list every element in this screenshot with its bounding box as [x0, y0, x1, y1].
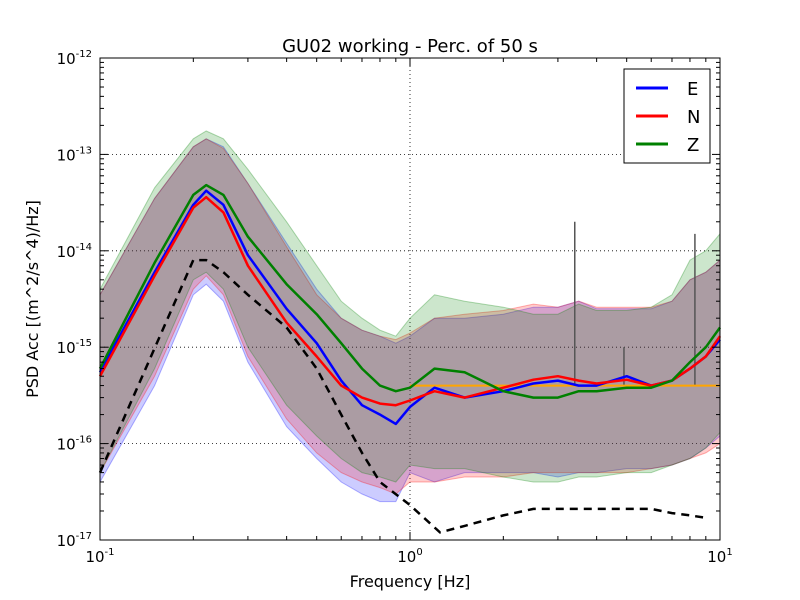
legend-label-n: N — [687, 107, 700, 128]
y-tick-label: 10-12 — [57, 49, 92, 68]
y-tick-label: 10-16 — [57, 435, 92, 454]
tick-marks — [99, 57, 721, 541]
x-tick-label: 10-1 — [85, 547, 114, 566]
legend-label-e: E — [687, 79, 698, 100]
tick-labels: 10-1 100 101 10-17 10-16 10-15 10-14 10-13 10-12 — [57, 49, 733, 566]
y-tick-label: 10-17 — [57, 531, 92, 550]
chart-title: GU02 working - Perc. of 50 s — [282, 36, 538, 57]
reference-dashed-line — [98, 258, 706, 534]
x-tick-label: 101 — [707, 547, 732, 566]
y-tick-label: 10-15 — [57, 338, 92, 357]
series-line-n — [98, 195, 722, 407]
series-line-z — [98, 183, 722, 399]
legend-label-z: Z — [687, 135, 699, 156]
y-tick-label: 10-14 — [57, 242, 92, 261]
y-axis-label: PSD Acc [(m^2/s^4)/Hz] — [23, 200, 42, 398]
x-axis-label: Frequency [Hz] — [350, 572, 471, 591]
reference-lines — [98, 258, 720, 534]
x-tick-label: 100 — [397, 547, 422, 566]
legend: ENZ — [623, 68, 711, 164]
series-lines — [98, 183, 722, 426]
y-tick-label: 10-13 — [57, 145, 92, 164]
